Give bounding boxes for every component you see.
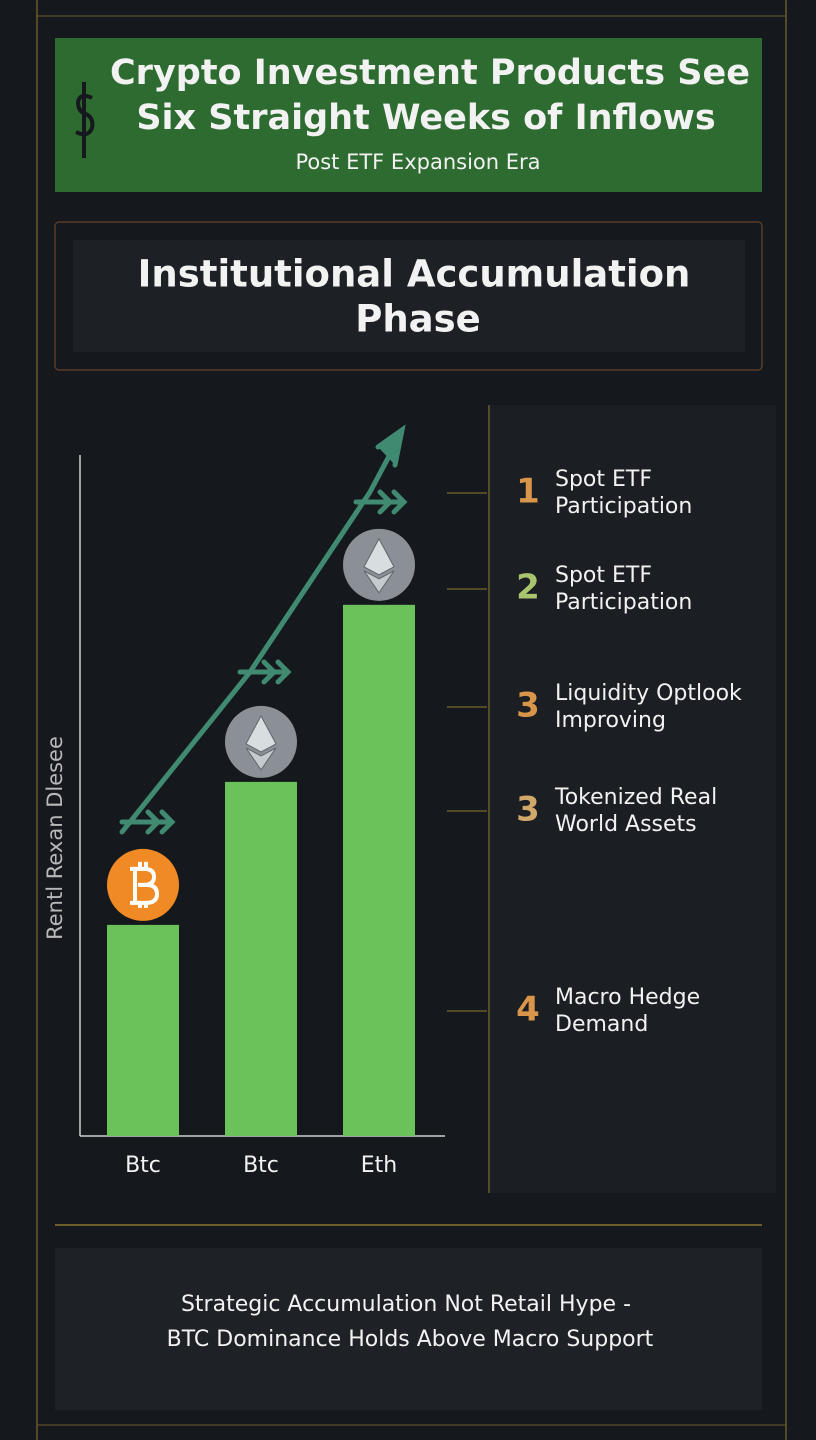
list-panel — [489, 405, 776, 1193]
list-text: Macro Hedge — [555, 985, 700, 1010]
dollar-icon — [75, 82, 95, 158]
footer-text: Strategic Accumulation Not Retail Hype - — [181, 1292, 631, 1317]
list-number: 1 — [516, 472, 540, 512]
header-title: Six Straight Weeks of Inflows — [136, 98, 715, 138]
trend-arrow — [119, 424, 408, 835]
footer-text: BTC Dominance Holds Above Macro Support — [167, 1327, 654, 1352]
list-text: Spot ETF — [555, 467, 652, 492]
x-tick-label: Eth — [361, 1153, 397, 1178]
list-text: Liquidity Optlook — [555, 681, 742, 706]
list-number: 2 — [516, 568, 540, 608]
bar — [343, 604, 415, 1136]
y-axis-label: Rentl Rexan Dlesee — [43, 736, 67, 940]
section-inner — [73, 240, 745, 352]
ethereum-glyph — [245, 714, 277, 753]
section-title: Phase — [355, 298, 481, 341]
list-text: Tokenized Real — [554, 785, 717, 810]
x-tick-label: Btc — [243, 1153, 279, 1178]
bitcoin-glyph — [130, 861, 160, 908]
list-text: Participation — [555, 590, 692, 615]
ethereum-glyph — [245, 747, 277, 771]
list-text: World Assets — [555, 812, 697, 837]
list-text: Demand — [555, 1012, 648, 1037]
list-text: Participation — [555, 494, 692, 519]
list-number: 3 — [516, 790, 540, 830]
section-box — [54, 221, 763, 371]
list-number: 4 — [516, 990, 540, 1030]
ethereum-glyph — [363, 570, 395, 594]
list-text: Spot ETF — [555, 563, 652, 588]
header-subtitle: Post ETF Expansion Era — [295, 150, 540, 174]
list-text: Improving — [555, 708, 666, 733]
ethereum-glyph — [363, 537, 395, 576]
bar — [107, 924, 179, 1136]
footer-box — [55, 1248, 762, 1410]
bar — [225, 781, 297, 1136]
list-number: 3 — [516, 686, 540, 726]
x-tick-label: Btc — [125, 1153, 161, 1178]
section-title: Institutional Accumulation — [138, 253, 691, 296]
header-box — [55, 38, 762, 192]
header-title: Crypto Investment Products See — [110, 53, 750, 93]
